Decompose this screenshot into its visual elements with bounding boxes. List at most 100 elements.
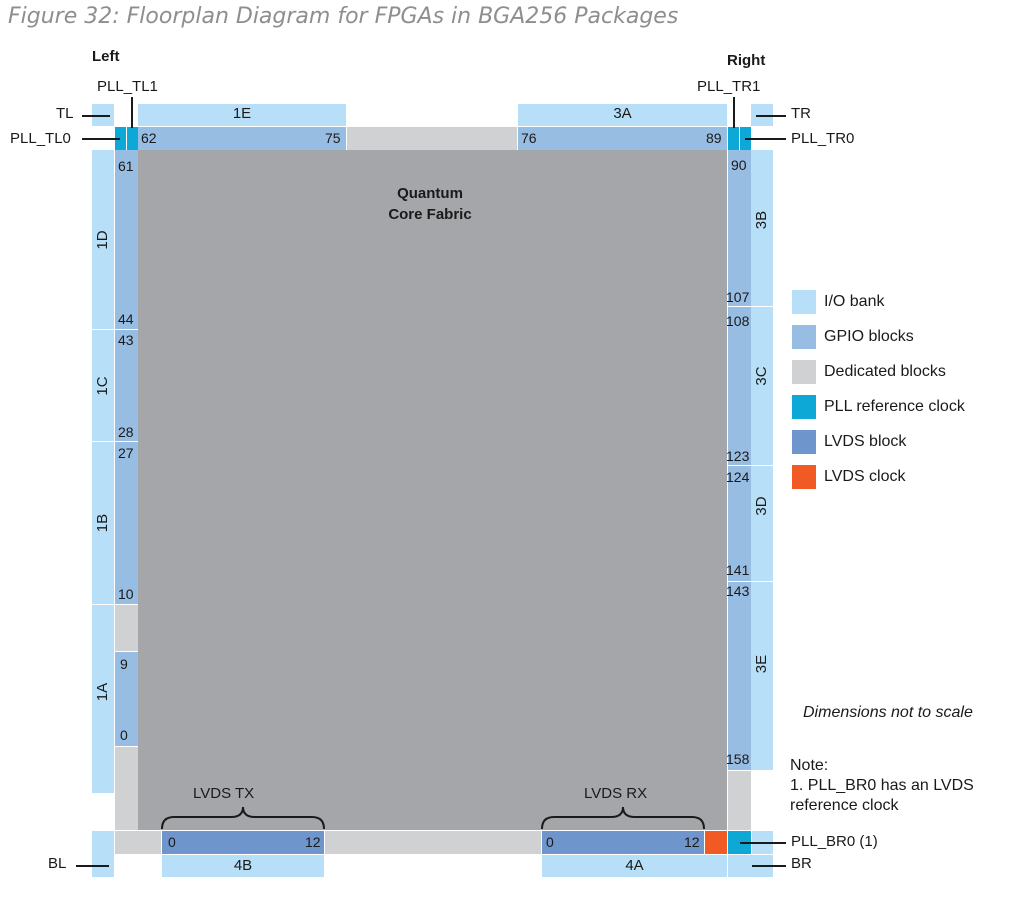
legend-item: GPIO blocks — [792, 319, 965, 354]
bank-label-3b: 3B — [753, 210, 770, 230]
corner-tl-leader — [82, 115, 110, 117]
pll-tl0-label: PLL_TL0 — [10, 130, 71, 147]
figure-title: Figure 32: Floorplan Diagram for FPGAs i… — [8, 4, 679, 29]
legend-label: I/O bank — [824, 292, 885, 310]
pin-43: 43 — [118, 332, 134, 348]
io-bank-3b — [751, 150, 773, 306]
io-bank-1b — [92, 442, 114, 604]
footnote-line: 1. PLL_BR0 has an LVDS — [790, 777, 974, 794]
legend-swatch — [792, 324, 816, 349]
bank-label-1a: 1A — [94, 682, 111, 702]
io-bank-3d — [751, 466, 773, 581]
dedicated-left-bottom — [115, 747, 138, 830]
footnote-heading: Note: — [790, 757, 829, 774]
pin-75: 75 — [325, 130, 341, 146]
gpio-left-upper — [115, 150, 138, 604]
bank-label-1b: 1B — [94, 513, 111, 533]
dedicated-bottom-left — [115, 831, 161, 854]
pin-28: 28 — [118, 424, 134, 440]
bank-label-1d: 1D — [94, 230, 111, 250]
bank-label-1c: 1C — [94, 376, 111, 396]
legend-label: Dedicated blocks — [824, 362, 946, 380]
pin-107: 107 — [726, 289, 750, 305]
legend-item: LVDS clock — [792, 459, 965, 494]
right-side-label: Right — [727, 52, 766, 69]
legend-swatch — [792, 429, 816, 454]
pll-tr0-leader — [745, 138, 786, 140]
pin-0: 0 — [120, 727, 128, 743]
core-label-line1: Quantum — [397, 185, 463, 202]
legend-swatch — [792, 464, 816, 489]
corner-bl-leader — [76, 865, 109, 867]
lvds-tx-block — [162, 831, 324, 854]
legend-label: LVDS block — [824, 432, 907, 450]
lvds-tx-end: 12 — [305, 834, 321, 850]
pin-108: 108 — [726, 313, 750, 329]
lvds-tx-brace — [161, 806, 325, 830]
legend-label: GPIO blocks — [824, 327, 914, 345]
legend: I/O bank GPIO blocks Dedicated blocks PL… — [792, 284, 965, 494]
pll-tl1-leader — [131, 97, 133, 128]
lvds-rx-end: 12 — [684, 834, 700, 850]
io-bank-4b — [162, 855, 324, 877]
lvds-rx-label: LVDS RX — [584, 785, 648, 802]
dedicated-left-mid — [115, 605, 138, 651]
legend-item: PLL reference clock — [792, 389, 965, 424]
lvds-tx-label: LVDS TX — [193, 785, 255, 802]
pin-141: 141 — [726, 562, 750, 578]
core-fabric-label: Quantum Core Fabric — [370, 183, 490, 225]
lvds-tx-start: 0 — [168, 834, 176, 850]
io-bank-4a — [542, 855, 727, 877]
io-bank-br-corner — [728, 855, 773, 877]
legend-label: LVDS clock — [824, 467, 906, 485]
dedicated-bottom-mid — [325, 831, 541, 854]
pll-br0-label: PLL_BR0 (1) — [791, 833, 878, 850]
pin-61: 61 — [118, 158, 134, 174]
pin-89: 89 — [706, 130, 722, 146]
core-fabric — [138, 150, 727, 830]
corner-br-label: BR — [791, 855, 812, 872]
lvds-rx-brace — [541, 806, 705, 830]
legend-item: I/O bank — [792, 284, 965, 319]
bank-label-4b: 4B — [233, 857, 253, 874]
io-bank-3a — [518, 104, 727, 126]
pll-br0-leader — [740, 842, 786, 844]
pin-143: 143 — [726, 583, 750, 599]
corner-tr-label: TR — [791, 105, 811, 122]
bank-label-4a: 4A — [625, 857, 644, 874]
io-bank-1a — [92, 605, 114, 793]
core-label-line2: Core Fabric — [388, 206, 472, 223]
legend-swatch — [792, 394, 816, 419]
pin-10: 10 — [118, 586, 134, 602]
pin-27: 27 — [118, 445, 134, 461]
gpio-right — [728, 150, 751, 770]
dedicated-right-bottom — [728, 771, 751, 830]
dedicated-top — [347, 127, 517, 150]
bank-label-3d: 3D — [753, 496, 770, 516]
bank-label-1e: 1E — [232, 105, 252, 122]
legend-item: LVDS block — [792, 424, 965, 459]
corner-bl-label: BL — [48, 855, 67, 872]
divider-107-108 — [728, 306, 774, 307]
pin-9: 9 — [120, 656, 128, 672]
pin-123: 123 — [726, 448, 750, 464]
io-bank-3e — [751, 582, 773, 770]
lvds-rx-start: 0 — [546, 834, 554, 850]
pin-158: 158 — [726, 751, 750, 767]
io-bank-3c — [751, 307, 773, 465]
gpio-top-right — [518, 127, 727, 150]
lvds-rx-block — [542, 831, 704, 854]
pin-76: 76 — [521, 130, 537, 146]
pin-90: 90 — [731, 157, 747, 173]
bank-label-3a: 3A — [613, 105, 632, 122]
pll-tr0-label: PLL_TR0 — [791, 130, 855, 147]
io-bank-1d — [92, 150, 114, 329]
gpio-top-left — [138, 127, 346, 150]
scale-note: Dimensions not to scale — [803, 704, 973, 721]
io-bank-bl-corner — [92, 831, 114, 877]
legend-swatch — [792, 359, 816, 384]
bank-label-3c: 3C — [753, 366, 770, 386]
pin-44: 44 — [118, 311, 134, 327]
pin-62: 62 — [141, 130, 157, 146]
bank-label-3e: 3E — [753, 654, 770, 674]
